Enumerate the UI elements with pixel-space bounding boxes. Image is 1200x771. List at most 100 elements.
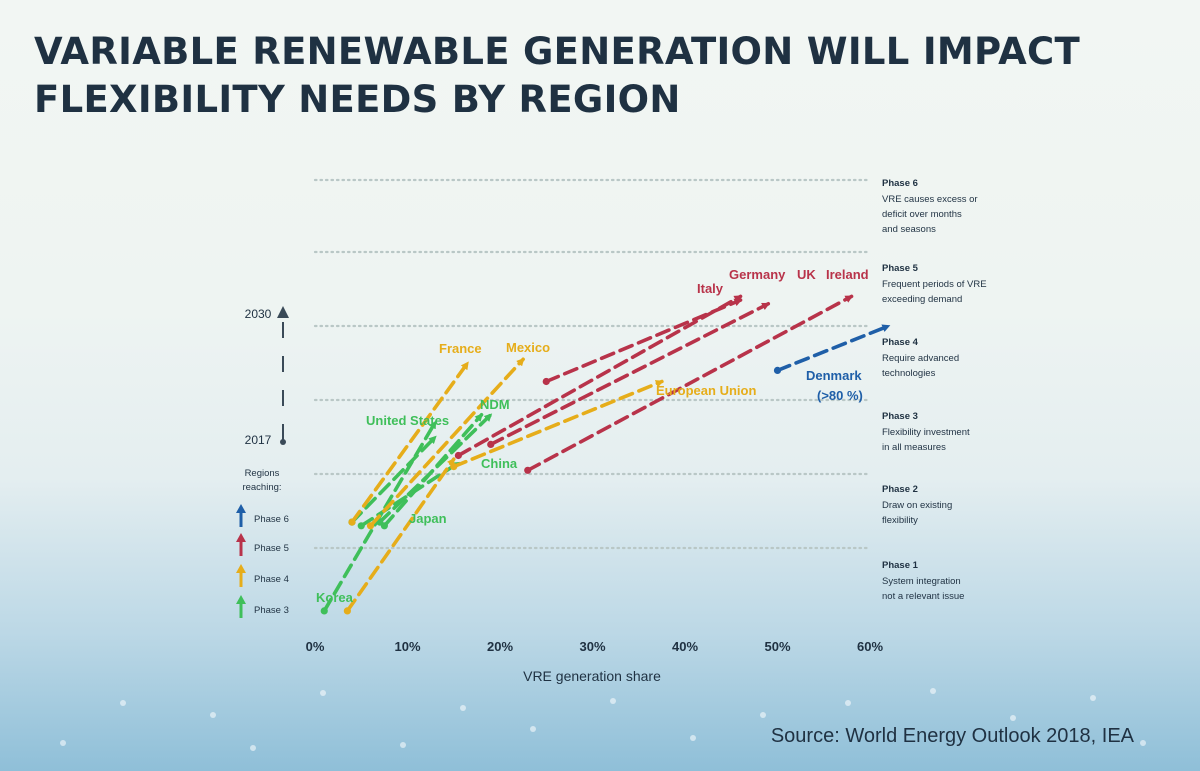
series-line-italy [544,298,743,384]
phase-description: Frequent periods of VRE [882,279,987,290]
phase-description: deficit over months [882,209,962,220]
phase-description: not a relevant issue [882,591,964,602]
sparkle-dot [930,688,936,694]
legend-arrow-head [236,564,246,573]
sparkle-dot [1090,695,1096,701]
time-axis-top-label: 2030 [245,307,272,321]
series-start-point [320,607,328,615]
series-start-point [524,466,532,474]
phase-description: Flexibility investment [882,427,970,438]
sparkle-dot [60,740,66,746]
region-label: China [481,456,518,471]
phase-description: in all measures [882,442,946,453]
region-labels: Korea Japan United States NDM China France Mex… [316,267,869,605]
time-axis: 2030 2017 [245,306,289,447]
x-axis: 0% 10% 20% 30% 40% 50% 60% VRE generation share [306,639,884,684]
region-label: UK [797,267,816,282]
region-label: Korea [316,590,354,605]
sparkle-dot [1010,715,1016,721]
slide-title-line-1: VARIABLE RENEWABLE GENERATION WILL IMPAC… [34,30,1081,73]
sparkle-dot [690,735,696,741]
x-tick-label: 40% [672,639,698,654]
series-start-point [380,522,388,530]
legend-item-label: Phase 5 [254,543,289,554]
phase-label: Phase 2 [882,484,918,495]
sparkle-dot [760,712,766,718]
phase-description: Draw on existing [882,500,952,511]
legend-arrow-head [236,595,246,604]
region-label: Ireland [826,267,869,282]
region-label: NDM [480,397,510,412]
series-start-point [343,607,351,615]
sparkle-dot [250,745,256,751]
region-label: France [439,341,482,356]
legend-title: reaching: [242,482,281,493]
series-line-denmark [775,324,891,373]
series-line-european-union [451,379,664,469]
x-tick-label: 10% [394,639,420,654]
x-tick-label: 60% [857,639,883,654]
region-label: European Union [656,383,756,398]
region-label: Italy [697,281,724,296]
legend-arrow-head [236,504,246,513]
region-label: (>80 %) [817,388,863,403]
sparkle-dot [400,742,406,748]
region-label: United States [366,413,449,428]
legend-item-label: Phase 6 [254,514,289,525]
series-start-point [366,522,375,530]
slide-title-line-2: FLEXIBILITY NEEDS BY REGION [34,78,681,121]
time-axis-arrowhead [277,306,289,318]
phase-descriptions: Phase 1 System integration not a relevant … [882,178,987,602]
phase-description: System integration [882,576,961,587]
legend-item-label: Phase 4 [254,574,289,585]
phase-description: Require advanced [882,353,959,364]
series-line-germany [456,294,743,458]
series-line-india [345,457,456,613]
region-label: Denmark [806,368,862,383]
x-tick-label: 50% [764,639,790,654]
phase-label: Phase 5 [882,263,919,274]
sparkle-dot [120,700,126,706]
series-line-ndm [382,412,484,528]
sparkle-dot [845,700,851,706]
phase-label: Phase 4 [882,337,919,348]
phase-gridlines [313,178,872,550]
phase-description: flexibility [882,515,918,526]
x-tick-label: 30% [579,639,605,654]
phase-label: Phase 6 [882,178,918,189]
phase-description: VRE causes excess or [882,194,978,205]
series-line-china [359,461,461,528]
legend-title: Regions [245,468,280,479]
series-line-france [350,361,470,524]
series-line-united-states [350,435,438,524]
phase-description: and seasons [882,224,936,235]
legend-arrow-head [236,533,246,542]
x-tick-label: 0% [306,639,325,654]
series-start-point [487,440,495,448]
legend: Regions reaching: Phase 6 Phase 5 Phase 4 Pha… [236,468,289,618]
sparkle-dot [610,698,616,704]
legend-item-label: Phase 3 [254,605,289,616]
time-axis-start-dot [280,439,286,445]
phase-label: Phase 3 [882,411,918,422]
series-start-point [542,377,550,386]
region-label: Japan [409,511,447,526]
phase-description: technologies [882,368,936,379]
sparkle-dot [320,690,326,696]
sparkle-dot [460,705,466,711]
series-lines [320,294,891,615]
source-note: Source: World Energy Outlook 2018, IEA [770,725,1134,747]
series-line-uk [488,301,771,447]
sparkle-dot [210,712,216,718]
series-line-mexico [368,357,525,528]
series-start-point [454,451,462,460]
series-start-point [357,522,365,530]
series-line-ireland [525,294,854,473]
time-axis-bottom-label: 2017 [245,433,272,447]
sparkle-dot [1140,740,1146,746]
region-label: Mexico [506,340,550,355]
series-start-point [773,366,782,374]
x-axis-label: VRE generation share [523,668,661,684]
series-start-point [348,518,356,526]
